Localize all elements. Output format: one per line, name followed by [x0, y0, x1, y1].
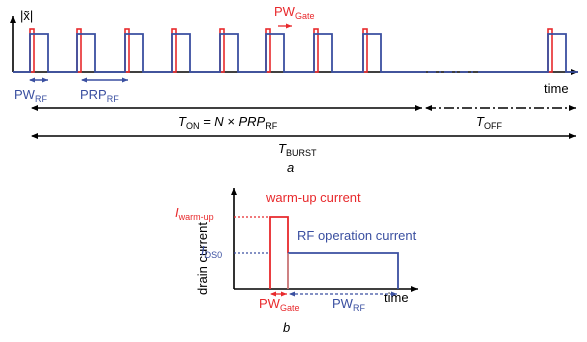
rf-pulse-train-next-burst [478, 33, 578, 73]
pw-rf-label: PWRF [14, 87, 47, 104]
t-off-label: TOFF [476, 114, 502, 131]
panel-b-x-axis-label: time [384, 290, 409, 305]
panel-b-caption: b [283, 320, 290, 335]
rf-operation-current-pulse [288, 252, 399, 289]
i-ds0-label: IDS0 [201, 243, 222, 260]
b-pw-gate-label: PWGate [259, 296, 299, 313]
t-burst-label: TBURST [278, 141, 317, 158]
panel-a-y-axis-label: |x̃| [20, 8, 33, 23]
panel-a-caption: a [287, 160, 294, 175]
rf-pulse-train [13, 33, 426, 73]
warmup-current-pulse [269, 216, 289, 289]
panel-a-x-axis-label: time [544, 81, 569, 96]
warmup-current-label: warm-up current [265, 190, 361, 205]
t-on-label: TON = N × PRPRF [178, 114, 278, 131]
i-warmup-label: Iwarm-up [175, 205, 214, 222]
panel-b-y-axis-label: drain current [195, 222, 210, 295]
panel-b: time drain current Iwarm-up IDS0 warm-up… [175, 188, 418, 335]
prp-rf-label: PRPRF [80, 87, 119, 104]
rf-operation-current-label: RF operation current [297, 228, 417, 243]
panel-a: |x̃| time PWGate PWRF PRPRF TON = N × PR… [10, 4, 578, 175]
pw-gate-label: PWGate [274, 4, 314, 21]
gate-pulse-group [29, 28, 553, 73]
rf-pulse-group [13, 33, 578, 73]
b-pw-rf-label: PWRF [332, 296, 365, 313]
